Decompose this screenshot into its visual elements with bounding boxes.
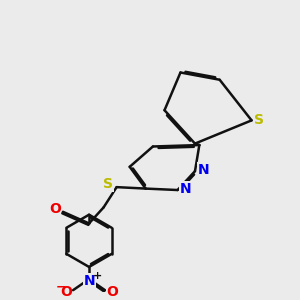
Text: +: + — [93, 271, 102, 281]
Text: O: O — [106, 285, 118, 298]
Text: N: N — [84, 274, 96, 288]
Text: S: S — [254, 113, 264, 128]
Text: O: O — [49, 202, 61, 217]
Text: −: − — [56, 281, 66, 294]
Text: S: S — [103, 177, 113, 191]
Text: N: N — [197, 163, 209, 177]
Text: N: N — [180, 182, 191, 196]
Text: O: O — [60, 285, 72, 298]
